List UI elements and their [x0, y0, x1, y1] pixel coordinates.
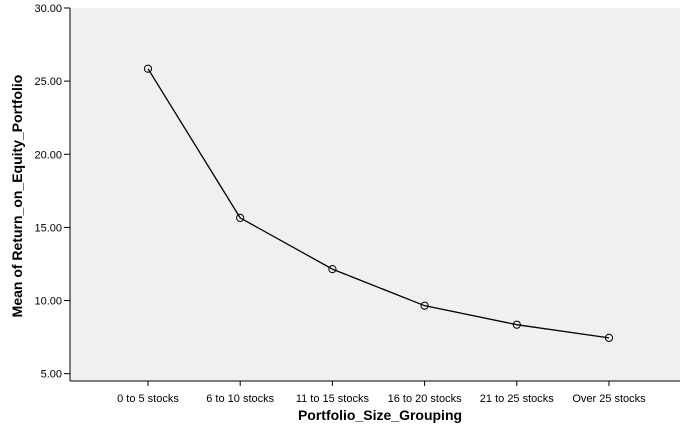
series-layer [143, 64, 614, 342]
y-tick-label: 10.00 [34, 296, 62, 308]
y-axis-ticks: 5.00 10.00 15.00 20.00 25.00 30.00 [34, 3, 70, 381]
x-tick-label: 16 to 20 stocks [388, 393, 462, 405]
y-tick-label: 5.00 [41, 369, 62, 381]
data-point-marker [328, 265, 337, 274]
y-tick-label: 25.00 [34, 76, 62, 88]
x-tick-label: 6 to 10 stocks [206, 393, 274, 405]
data-point-marker [420, 301, 429, 310]
data-point-marker [512, 320, 521, 329]
data-point-marker [604, 333, 614, 342]
x-axis-title: Portfolio_Size_Grouping [298, 407, 462, 423]
plot-area [70, 8, 680, 381]
x-tick-label: 21 to 25 stocks [480, 393, 554, 405]
x-tick-label: Over 25 stocks [572, 393, 646, 405]
y-tick-label: 15.00 [34, 222, 62, 234]
y-axis-title: Mean of Return_on_Equity_Portfolio [9, 75, 25, 318]
data-point-marker [236, 213, 245, 223]
x-axis-ticks: 0 to 5 stocks 6 to 10 stocks 11 to 15 stoc… [117, 381, 646, 405]
y-tick-label: 20.00 [34, 149, 62, 161]
series-line [147, 68, 610, 339]
data-point-marker [143, 64, 153, 73]
x-tick-label: 11 to 15 stocks [296, 393, 370, 405]
y-tick-label: 30.00 [34, 3, 62, 15]
x-tick-label: 0 to 5 stocks [117, 393, 179, 405]
